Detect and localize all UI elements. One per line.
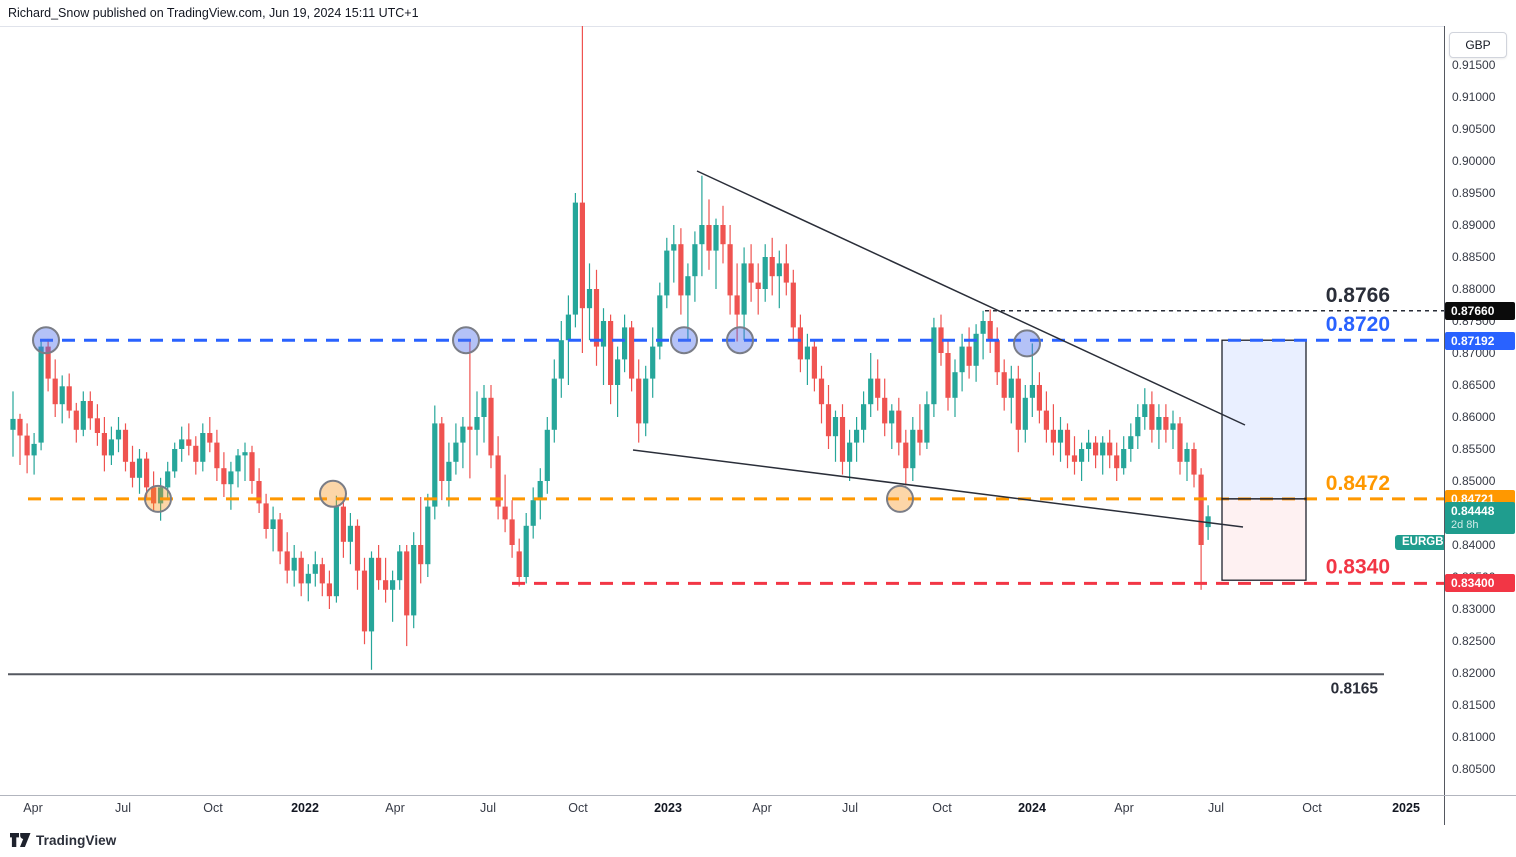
price-axis-border [1444,26,1445,825]
price-tick-label: 0.91000 [1452,90,1496,104]
price-tick-label: 0.90500 [1452,122,1496,136]
svg-text:0.8766: 0.8766 [1326,284,1390,307]
price-tick-label: 0.90000 [1452,154,1496,168]
svg-text:0.8165: 0.8165 [1331,680,1379,697]
price-tick-label: 0.88000 [1452,282,1496,296]
time-tick-label: 2022 [291,801,319,815]
time-tick-label: Jul [842,801,858,815]
time-tick-label: 2023 [654,801,682,815]
time-tick-label: Oct [932,801,952,815]
price-tick-label: 0.81500 [1452,698,1496,712]
candlestick-chart[interactable]: 0.8766 0.8472 0.8340 0.8165 0.8720 [0,26,1444,795]
time-tick-label: 2024 [1018,801,1046,815]
tradingview-brand-text[interactable]: TradingView [36,832,117,848]
price-tag-0.83400: 0.83400 [1445,574,1515,593]
price-tick-label: 0.81000 [1452,730,1496,744]
time-tick-label: Oct [568,801,588,815]
price-tick-label: 0.82500 [1452,634,1496,648]
price-tick-label: 0.89000 [1452,218,1496,232]
currency-toggle-button[interactable]: GBP [1449,32,1507,58]
price-tick-label: 0.85500 [1452,442,1496,456]
price-tick-label: 0.80500 [1452,762,1496,776]
time-tick-label: Jul [115,801,131,815]
time-tick-label: Jul [480,801,496,815]
svg-text:0.8340: 0.8340 [1326,555,1390,578]
price-tick-label: 0.89500 [1452,186,1496,200]
time-tick-label: Apr [752,801,772,815]
svg-text:0.8720: 0.8720 [1326,313,1390,336]
price-tick-label: 0.85000 [1452,474,1496,488]
price-tick-label: 0.91500 [1452,58,1496,72]
price-tick-label: 0.83000 [1452,602,1496,616]
time-tick-label: Jul [1208,801,1224,815]
price-tick-label: 0.82000 [1452,666,1496,680]
time-tick-label: Oct [203,801,223,815]
time-tick-label: Apr [1114,801,1134,815]
price-tick-label: 0.84000 [1452,538,1496,552]
time-axis[interactable]: Apr Jul Oct 2022 Apr Jul Oct 2023 Apr Jul Oct 2024 A… [0,796,1444,825]
chart-canvas[interactable]: 0.8766 0.8472 0.8340 0.8165 0.8720 EURGBP [0,26,1459,795]
price-tick-label: 0.86000 [1452,410,1496,424]
price-tick-label: 0.86500 [1452,378,1496,392]
attribution-text: Richard_Snow published on TradingView.co… [8,6,419,20]
time-axis-border [0,795,1516,796]
price-axis[interactable]: GBP 0.91500 0.91000 0.90500 0.90000 0.89500 0… [1445,26,1516,795]
time-tick-label: 2025 [1392,801,1420,815]
price-tick-label: 0.88500 [1452,250,1496,264]
tradingview-logo-icon[interactable] [10,833,31,847]
price-tag-0.87660: 0.87660 [1445,301,1515,320]
price-tag-0.87192: 0.87192 [1445,331,1515,350]
svg-text:0.8472: 0.8472 [1326,472,1390,495]
time-tick-label: Oct [1302,801,1322,815]
time-tick-label: Apr [23,801,43,815]
plot-top-border [0,26,1444,27]
symbol-label-pill: EURGBP [1395,535,1459,550]
time-tick-label: Apr [385,801,405,815]
price-tag-0.84448: 0.84448 2d 8h [1445,502,1515,535]
footer: TradingView [10,830,116,850]
